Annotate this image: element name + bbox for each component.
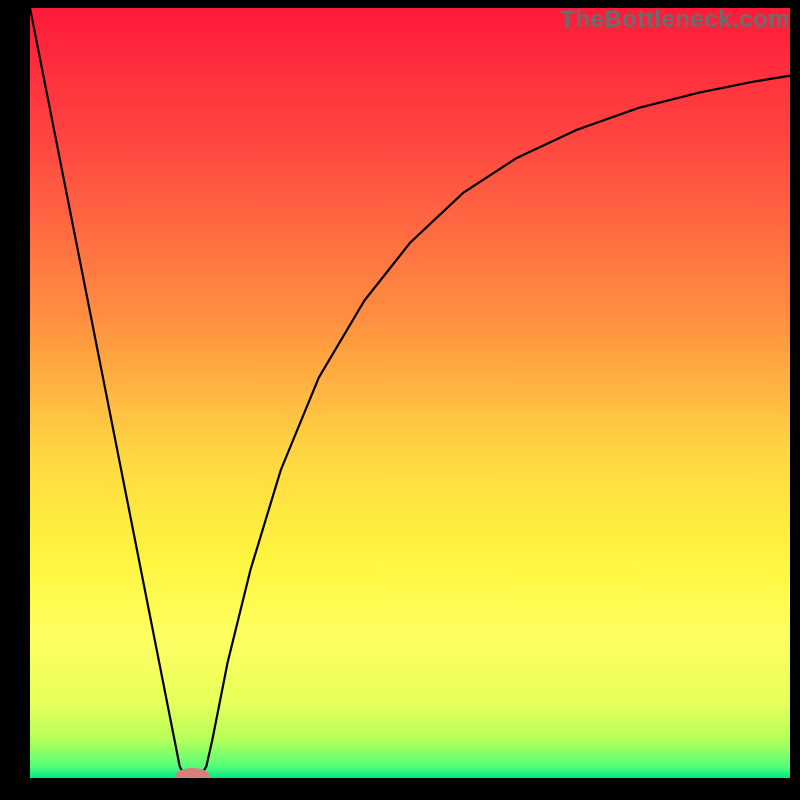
watermark-text: TheBottleneck.com	[560, 6, 790, 34]
plot-area	[30, 8, 790, 778]
chart-canvas: TheBottleneck.com	[0, 0, 800, 800]
plot-background	[30, 8, 790, 778]
